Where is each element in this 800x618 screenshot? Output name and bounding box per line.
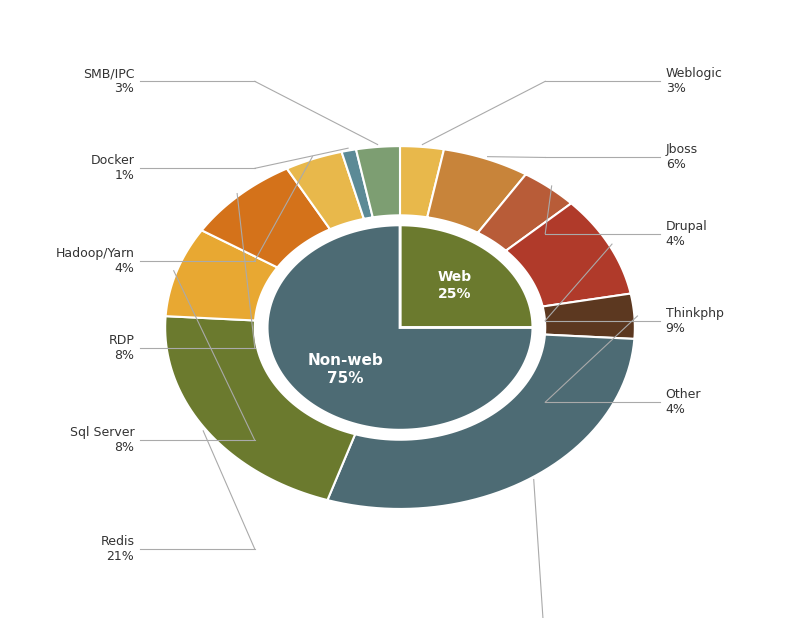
Polygon shape xyxy=(542,294,635,339)
Polygon shape xyxy=(478,174,571,251)
Polygon shape xyxy=(287,152,364,229)
Polygon shape xyxy=(327,334,634,509)
Text: Redis
21%: Redis 21% xyxy=(100,535,134,563)
Polygon shape xyxy=(267,225,533,430)
Text: Other
4%: Other 4% xyxy=(666,388,702,416)
Text: Jboss
6%: Jboss 6% xyxy=(666,143,698,171)
Polygon shape xyxy=(427,150,526,233)
Polygon shape xyxy=(254,215,546,440)
Text: Web
25%: Web 25% xyxy=(438,270,471,300)
Polygon shape xyxy=(400,146,444,218)
Text: RDP
8%: RDP 8% xyxy=(108,334,134,362)
Polygon shape xyxy=(342,150,373,219)
Polygon shape xyxy=(400,225,533,328)
Text: Drupal
4%: Drupal 4% xyxy=(666,219,707,248)
Polygon shape xyxy=(166,231,278,321)
Text: SMB/IPC
3%: SMB/IPC 3% xyxy=(82,67,134,95)
Polygon shape xyxy=(506,203,630,307)
Text: Hadoop/Yarn
4%: Hadoop/Yarn 4% xyxy=(55,247,134,275)
Text: Thinkphp
9%: Thinkphp 9% xyxy=(666,307,724,334)
Polygon shape xyxy=(356,146,400,218)
Text: Sql Server
8%: Sql Server 8% xyxy=(70,426,134,454)
Polygon shape xyxy=(165,316,355,500)
Text: Weblogic
3%: Weblogic 3% xyxy=(666,67,722,95)
Text: Docker
1%: Docker 1% xyxy=(90,154,134,182)
Text: Non-web
75%: Non-web 75% xyxy=(308,353,383,386)
Polygon shape xyxy=(202,169,330,268)
